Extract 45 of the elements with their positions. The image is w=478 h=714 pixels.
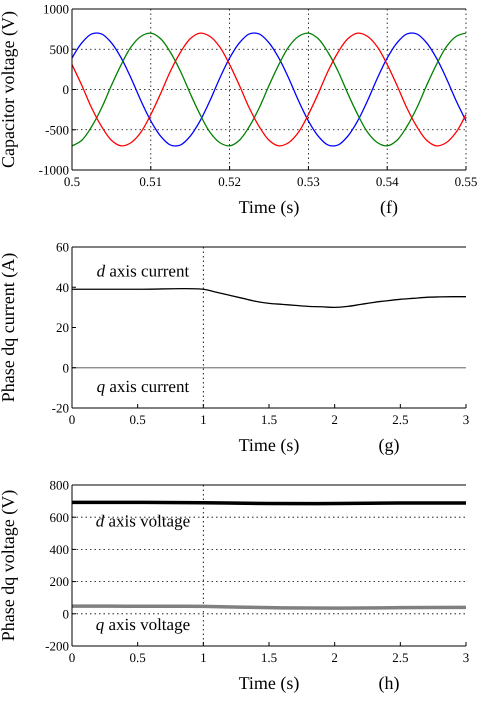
y-axis-title: Phase dq current (A) <box>0 252 18 402</box>
x-axis-title: Time (s) <box>238 435 300 455</box>
text: (h) <box>378 673 400 693</box>
y-tick-label: 400 <box>50 542 69 557</box>
x-tick-label: 0.55 <box>454 174 478 189</box>
y-tick-label: 500 <box>50 42 69 57</box>
y-tick-label: 40 <box>56 280 69 295</box>
x-tick-label: 2.5 <box>392 412 408 427</box>
text: (g) <box>378 435 400 455</box>
x-tick-label: 1 <box>200 650 207 665</box>
series-label: q axis current <box>96 376 190 396</box>
x-tick-label: 2 <box>331 650 338 665</box>
y-tick-label: 60 <box>56 240 69 255</box>
x-axis-title: Time (s) <box>238 673 300 693</box>
y-tick-label: 1000 <box>43 2 69 17</box>
x-tick-label: 0.5 <box>130 650 146 665</box>
y-tick-label: 0 <box>62 82 69 98</box>
y-tick-label: 200 <box>50 574 69 590</box>
y-tick-label: -200 <box>45 638 69 654</box>
x-tick-label: 0.52 <box>218 174 241 189</box>
x-tick-label: 0.54 <box>376 174 400 189</box>
text: (f) <box>380 197 398 217</box>
series-label: d axis current <box>96 261 190 280</box>
y-tick-label: 800 <box>50 478 69 493</box>
x-axis-title: Time (s) <box>238 197 300 217</box>
x-tick-label: 0.51 <box>139 174 162 189</box>
x-tick-label: 1 <box>200 412 207 427</box>
x-tick-label: 0.5 <box>130 412 146 427</box>
x-tick-label: 2 <box>331 412 338 427</box>
series-label: d axis voltage <box>96 511 190 530</box>
x-tick-label: 2.5 <box>392 650 408 665</box>
x-tick-label: 1.5 <box>260 650 278 665</box>
y-axis-title: Phase dq voltage (V) <box>0 490 18 642</box>
y-tick-label: -500 <box>45 122 69 138</box>
y-tick-label: -20 <box>52 400 69 416</box>
y-axis-title: Capacitor voltage (V) <box>0 11 18 168</box>
x-tick-label: 3 <box>462 650 470 665</box>
y-tick-label: 0 <box>62 360 69 376</box>
x-tick-label: 0.53 <box>297 174 320 189</box>
series-label: q axis voltage <box>96 615 190 634</box>
y-tick-label: 600 <box>50 510 69 525</box>
x-tick-label: 3 <box>462 412 470 427</box>
y-tick-label: 20 <box>56 320 69 336</box>
y-tick-label: 0 <box>62 606 69 622</box>
x-tick-label: 1.5 <box>260 412 278 427</box>
